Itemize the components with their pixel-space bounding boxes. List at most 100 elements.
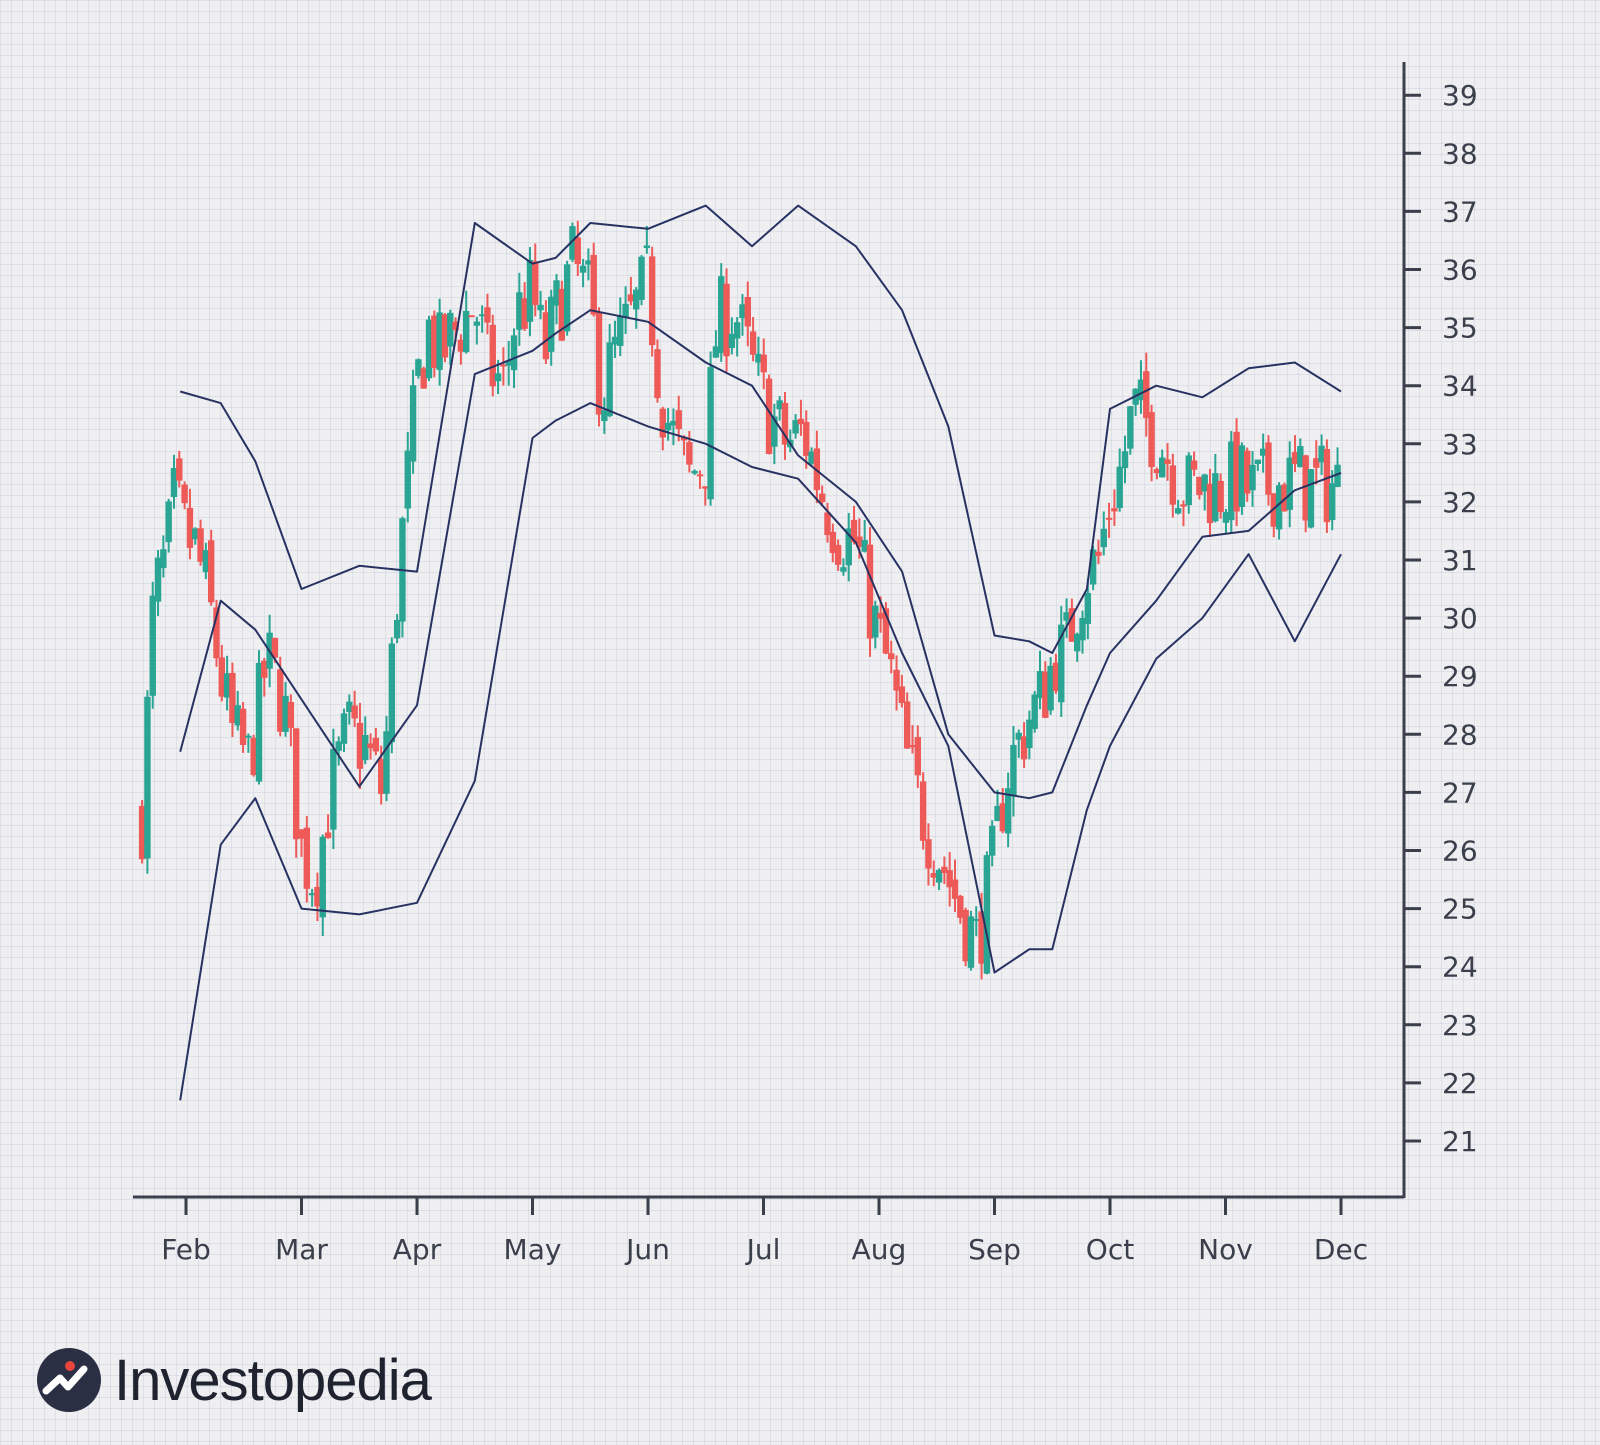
candle-up <box>840 567 847 572</box>
candle-down <box>659 408 666 438</box>
candle-up <box>1286 457 1293 510</box>
candle-up <box>1031 694 1038 729</box>
candle-up <box>579 265 587 273</box>
candle-up <box>973 918 980 921</box>
candle-up <box>771 416 778 447</box>
y-tick-label: 21 <box>1442 1125 1478 1158</box>
candle-down <box>176 458 183 481</box>
candle-down <box>999 803 1007 832</box>
candle-down <box>590 254 597 315</box>
candle-up <box>1201 474 1208 492</box>
candle-up <box>340 713 348 744</box>
candle-up <box>526 259 534 322</box>
candle-down <box>744 296 751 327</box>
x-tick-label: Jun <box>624 1233 670 1266</box>
candle-down <box>654 349 661 399</box>
x-tick-label: Apr <box>393 1233 442 1266</box>
candle-up <box>1137 379 1145 401</box>
candle-up <box>362 735 369 761</box>
candle-up <box>425 319 433 379</box>
candle-up <box>733 322 741 339</box>
candle-down <box>484 307 491 323</box>
candle-down <box>1143 371 1150 419</box>
candle-up <box>1079 618 1086 641</box>
brand-logo: Investopedia <box>36 1345 432 1415</box>
candle-up <box>463 310 470 353</box>
candle-down <box>287 702 295 729</box>
candle-down <box>595 311 603 415</box>
candle-down <box>978 911 985 964</box>
candle-up <box>245 735 252 738</box>
candles-layer <box>138 220 1341 980</box>
candle-down <box>1164 459 1171 465</box>
candle-down <box>627 294 635 302</box>
candle-up <box>1259 448 1267 456</box>
candle-up <box>282 695 289 732</box>
candle-up <box>170 467 178 498</box>
candle-up <box>983 855 991 974</box>
candle-down <box>218 657 226 697</box>
candle-up <box>149 595 156 696</box>
candle-down <box>298 829 305 839</box>
candle-down <box>468 315 475 318</box>
candle-down <box>951 879 959 899</box>
candle-up <box>617 316 624 346</box>
y-tick-label: 28 <box>1442 718 1478 751</box>
y-tick-label: 27 <box>1442 776 1478 809</box>
y-tick-label: 23 <box>1442 1009 1478 1042</box>
candle-down <box>914 737 922 776</box>
candle-down <box>834 545 842 565</box>
candle-down <box>893 669 900 691</box>
candle-up <box>319 836 326 918</box>
candle-down <box>797 418 805 425</box>
candle-up <box>643 245 651 249</box>
brand-name: Investopedia <box>114 1347 432 1413</box>
candle-up <box>160 549 167 568</box>
candle-down <box>1265 442 1272 495</box>
candle-down <box>850 519 858 542</box>
candle-down <box>457 339 465 352</box>
candle-down <box>521 298 528 329</box>
candle-down <box>1068 608 1076 642</box>
candle-down <box>898 686 906 704</box>
candle-up <box>1058 624 1065 703</box>
candle-up <box>1174 508 1182 514</box>
y-tick-label: 35 <box>1442 312 1478 345</box>
candle-up <box>1116 466 1123 508</box>
candle-up <box>436 312 443 370</box>
candle-down <box>675 410 682 430</box>
candle-down <box>314 886 321 907</box>
y-tick-label: 31 <box>1442 544 1478 577</box>
candle-down <box>372 737 380 752</box>
candle-up <box>935 869 943 883</box>
candle-down <box>866 544 874 639</box>
candle-down <box>574 237 581 265</box>
candle-down <box>877 612 884 619</box>
candle-up <box>330 748 337 830</box>
candle-up <box>638 256 645 300</box>
candle-down <box>303 827 311 889</box>
candle-down <box>1020 736 1028 760</box>
candle-down <box>1153 469 1161 474</box>
candle-up <box>622 303 629 318</box>
candle-down <box>925 839 932 869</box>
candle-up <box>202 550 210 573</box>
candle-up <box>223 673 231 698</box>
candle-down <box>207 540 215 603</box>
y-tick-label: 38 <box>1442 137 1478 170</box>
candle-up <box>1127 406 1134 449</box>
y-tick-label: 29 <box>1442 660 1478 693</box>
candle-up <box>808 451 815 464</box>
candle-up <box>1275 485 1283 530</box>
candle-down <box>1206 483 1214 524</box>
candle-up <box>1010 744 1017 797</box>
candle-up <box>845 528 852 566</box>
candle-up <box>1159 457 1166 478</box>
candle-up <box>792 420 799 434</box>
candle-up <box>1036 671 1044 699</box>
y-tick-label: 24 <box>1442 951 1478 984</box>
y-tick-label: 25 <box>1442 893 1478 926</box>
candle-down <box>1281 484 1288 512</box>
candle-down <box>420 368 427 389</box>
candle-up <box>1121 451 1129 469</box>
